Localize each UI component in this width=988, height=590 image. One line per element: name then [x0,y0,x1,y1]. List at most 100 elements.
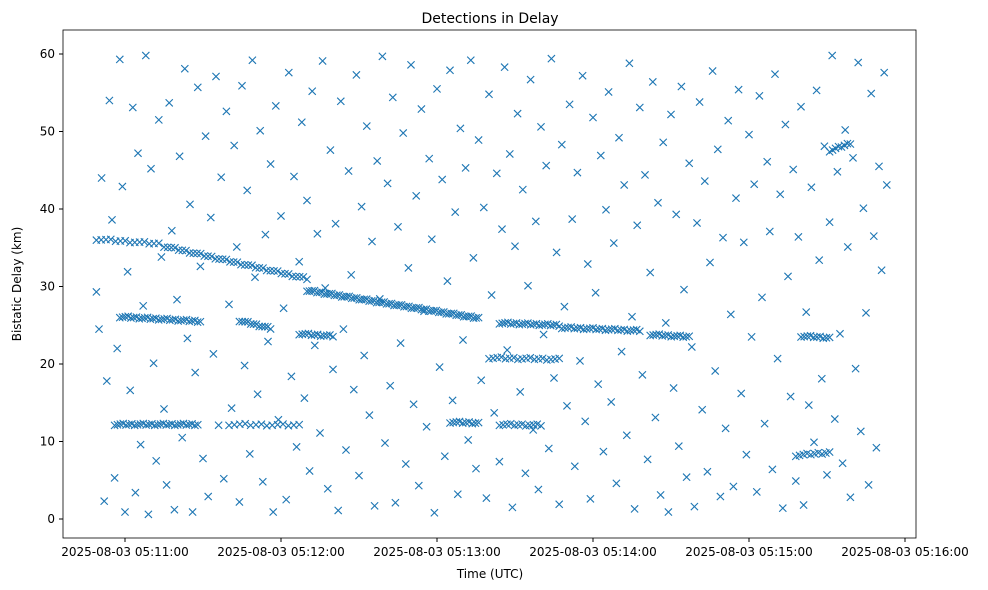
x-tick-label: 2025-08-03 05:16:00 [841,545,968,559]
data-point [240,260,249,269]
data-point [422,422,431,431]
y-tick-label: 20 [40,357,55,371]
data-point [822,333,831,342]
data-point [342,292,351,301]
data-point [232,242,241,251]
data-point [807,183,816,192]
data-point [474,136,483,145]
data-point [797,333,805,342]
data-point [394,222,402,231]
data-point [336,97,345,106]
data-point [563,401,571,410]
data-point [167,226,176,235]
data-point [446,419,454,428]
data-point [672,210,681,219]
data-point [325,289,334,298]
data-point [251,273,259,282]
data-point [409,400,418,409]
data-point [633,221,642,230]
data-point [573,168,582,177]
data-point [542,161,551,170]
data-point [613,326,622,335]
data-point [620,180,629,189]
data-point [277,269,286,278]
data-point [513,109,522,118]
data-point [154,115,163,124]
y-axis-label: Bistatic Delay (km) [10,227,24,342]
data-point [509,353,518,362]
data-point [381,439,389,448]
data-point [555,354,564,363]
data-point [284,269,293,278]
data-point [249,320,258,329]
data-point [113,344,122,353]
data-point [313,229,322,238]
data-point [261,230,270,239]
data-point [140,237,149,246]
data-point [357,202,366,211]
data-point [323,484,332,493]
data-point [295,257,304,266]
data-point [185,248,194,257]
data-point [468,419,477,428]
data-point [165,98,174,107]
data-point [573,324,582,333]
data-point [277,211,285,220]
data-point [687,342,696,351]
data-point [92,287,101,296]
data-point [193,83,202,92]
data-point [682,332,691,341]
data-point [407,60,415,69]
y-tick-label: 30 [40,280,55,294]
data-point [201,132,210,141]
data-point [284,68,293,77]
data-point [196,317,205,326]
data-point [139,301,148,310]
data-point [322,331,331,340]
data-point [429,306,438,315]
data-point [677,82,686,91]
data-point [557,324,566,333]
data-point [458,419,467,428]
data-point [869,232,878,241]
data-point [451,208,460,217]
data-point [479,203,488,212]
data-point [266,324,275,333]
data-point [690,502,699,511]
data-point [487,291,496,300]
x-tick-label: 2025-08-03 05:11:00 [61,545,188,559]
data-point [350,294,359,303]
data-point [726,310,735,319]
data-point [836,329,844,338]
data-point [438,175,447,184]
data-point [225,300,233,309]
data-point [595,325,604,334]
data-point [251,263,260,272]
data-point [516,387,525,396]
data-point [498,225,506,234]
data-point [253,390,262,399]
data-point [183,334,192,343]
data-point [830,415,839,424]
data-point [209,349,218,358]
data-point [95,325,103,334]
data-point [362,122,371,131]
data-point [505,149,514,158]
data-point [604,87,613,96]
data-point [846,140,855,149]
data-point [281,269,289,278]
data-point [495,457,504,466]
y-tick-label: 10 [40,435,55,449]
data-point [271,101,280,110]
data-point [622,431,631,440]
data-point [433,84,441,93]
data-point [617,347,626,356]
data-point [765,227,774,236]
data-point [466,56,475,65]
data-point [529,425,538,434]
data-point [854,58,863,67]
data-point [781,120,790,129]
data-point [843,139,852,148]
data-point [776,190,785,199]
data-point [368,237,376,246]
